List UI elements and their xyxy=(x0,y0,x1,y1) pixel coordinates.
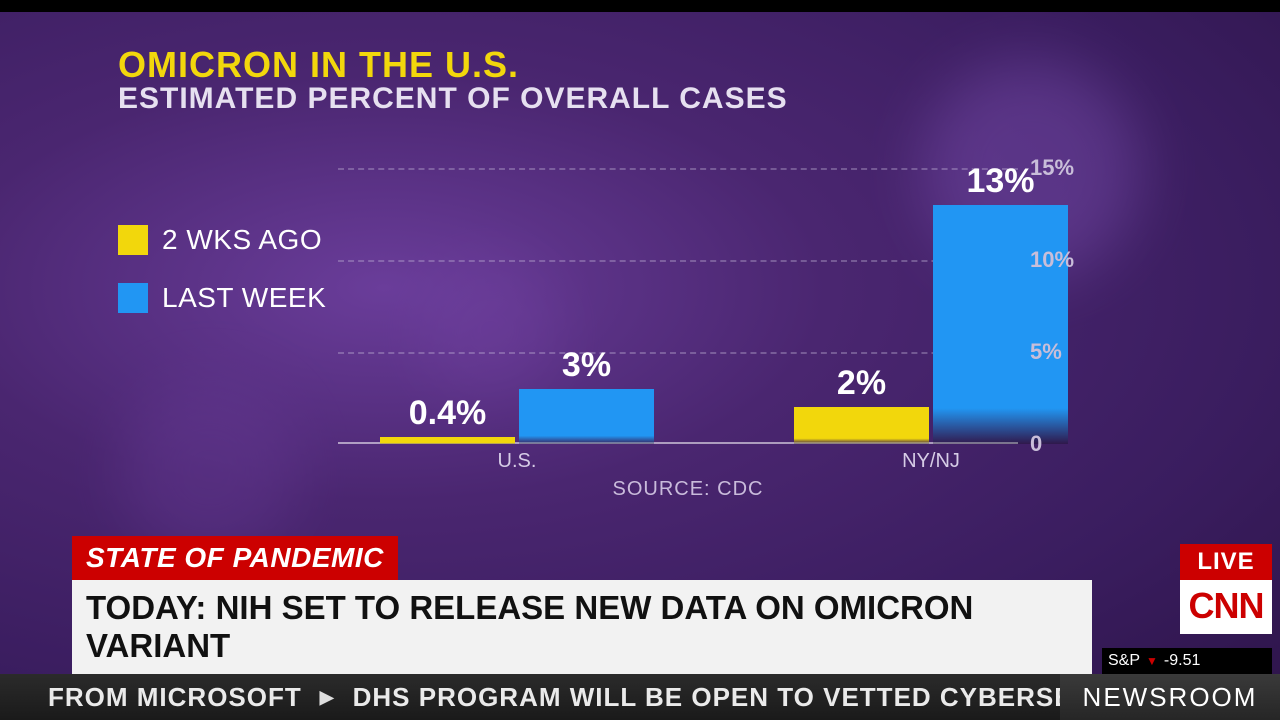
bar xyxy=(380,437,515,444)
market-ticker: S&P ▼ -9.51 xyxy=(1102,648,1272,674)
legend: 2 WKS AGO LAST WEEK xyxy=(118,224,326,340)
y-tick-label: 0 xyxy=(1030,431,1042,457)
bar xyxy=(794,407,929,444)
play-icon: ▶ xyxy=(320,687,335,708)
legend-swatch xyxy=(118,283,148,313)
chart-source: SOURCE: CDC xyxy=(612,478,763,501)
bar xyxy=(933,205,1068,444)
bar-chart: 0.4%3%2%13% SOURCE: CDC 5%10%15%0U.S.NY/… xyxy=(338,168,1038,444)
legend-swatch xyxy=(118,225,148,255)
chart-subtitle: ESTIMATED PERCENT OF OVERALL CASES xyxy=(118,82,788,116)
market-value: -9.51 xyxy=(1164,652,1200,670)
headline: TODAY: NIH SET TO RELEASE NEW DATA ON OM… xyxy=(72,580,1092,674)
bar-value-label: 0.4% xyxy=(409,394,487,433)
lower-third: STATE OF PANDEMIC TODAY: NIH SET TO RELE… xyxy=(72,536,1280,674)
legend-label: 2 WKS AGO xyxy=(162,224,322,256)
news-ticker: FROM MICROSOFT ▶ DHS PROGRAM WILL BE OPE… xyxy=(0,674,1280,720)
legend-item: LAST WEEK xyxy=(118,282,326,314)
gridline xyxy=(338,352,1018,354)
ticker-segment: DHS PROGRAM WILL BE OPEN TO VETTED CYBER… xyxy=(353,682,1060,713)
network-logo: CNN xyxy=(1180,580,1272,634)
gridline xyxy=(338,168,1018,170)
segment-tag: STATE OF PANDEMIC xyxy=(72,536,398,580)
gridline xyxy=(338,260,1018,262)
bar-value-label: 13% xyxy=(966,162,1034,201)
legend-item: 2 WKS AGO xyxy=(118,224,326,256)
bar-value-label: 2% xyxy=(837,364,886,403)
bar xyxy=(519,389,654,444)
legend-label: LAST WEEK xyxy=(162,282,326,314)
y-tick-label: 10% xyxy=(1030,247,1074,273)
down-arrow-icon: ▼ xyxy=(1146,654,1158,668)
ticker-segment: FROM MICROSOFT xyxy=(48,682,302,713)
bar-value-label: 3% xyxy=(562,346,611,385)
title-block: OMICRON IN THE U.S. ESTIMATED PERCENT OF… xyxy=(118,44,788,116)
y-tick-label: 5% xyxy=(1030,339,1062,365)
category-label: NY/NJ xyxy=(902,450,960,473)
live-badge: LIVE xyxy=(1180,544,1272,580)
plot-area: 0.4%3%2%13% xyxy=(338,168,1018,444)
market-label: S&P xyxy=(1108,652,1140,670)
category-label: U.S. xyxy=(498,450,537,473)
show-name: NEWSROOM xyxy=(1060,674,1280,720)
chart-title: OMICRON IN THE U.S. xyxy=(118,44,788,86)
network-box: LIVE CNN xyxy=(1180,544,1272,634)
ticker-text: FROM MICROSOFT ▶ DHS PROGRAM WILL BE OPE… xyxy=(0,674,1060,720)
y-tick-label: 15% xyxy=(1030,155,1074,181)
